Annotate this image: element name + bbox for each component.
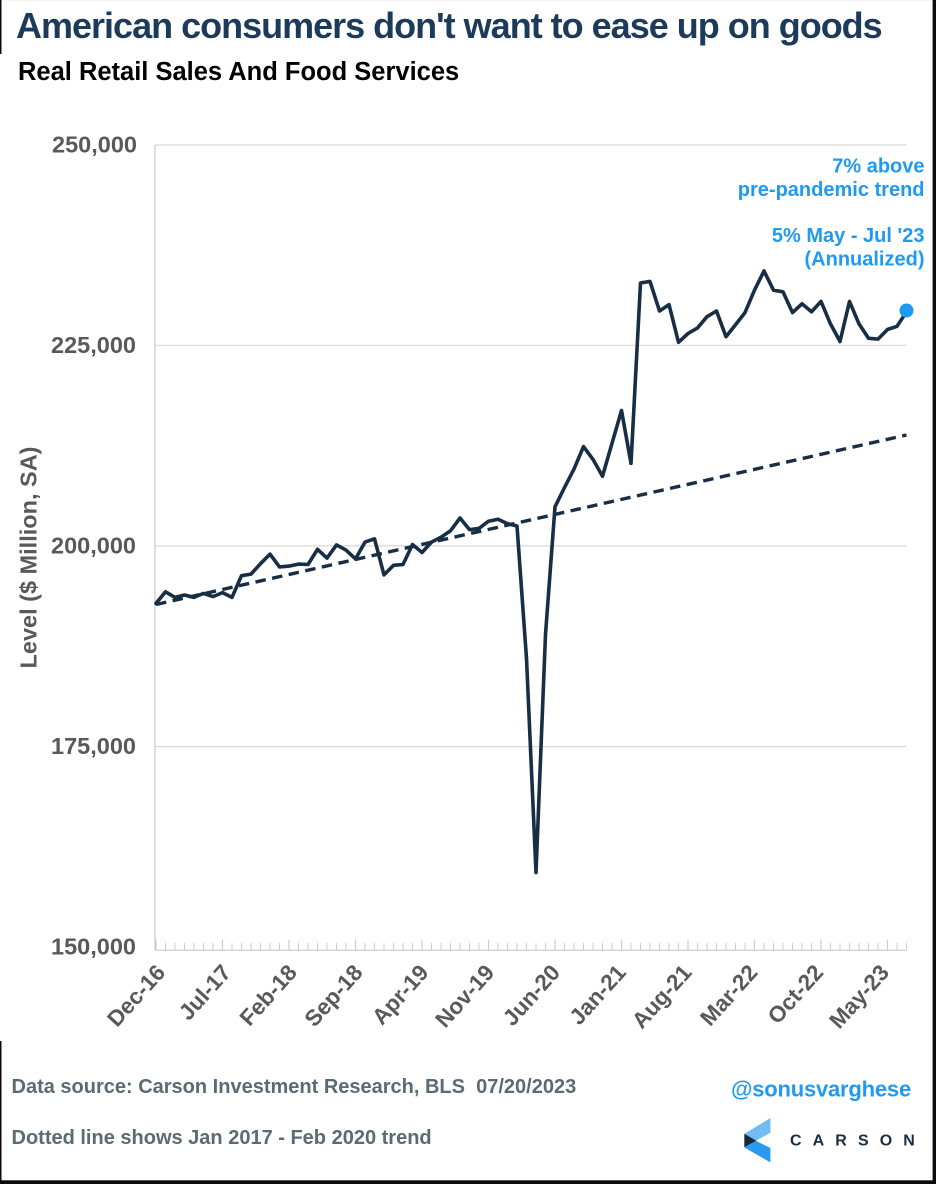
svg-text:@sonusvarghese: @sonusvarghese xyxy=(731,1077,911,1102)
svg-text:5% May - Jul '23: 5% May - Jul '23 xyxy=(772,225,925,247)
svg-text:CARSON: CARSON xyxy=(790,1133,926,1150)
svg-text:Dotted line shows Jan 2017 - F: Dotted line shows Jan 2017 - Feb 2020 tr… xyxy=(12,1127,432,1149)
svg-text:7% above: 7% above xyxy=(832,156,924,178)
svg-text:200,000: 200,000 xyxy=(51,532,136,558)
svg-text:Data source: Carson Investment: Data source: Carson Investment Research,… xyxy=(12,1076,577,1098)
svg-text:175,000: 175,000 xyxy=(51,733,136,759)
svg-text:250,000: 250,000 xyxy=(52,132,137,158)
svg-text:150,000: 150,000 xyxy=(51,934,136,960)
svg-text:Real Retail Sales And Food Ser: Real Retail Sales And Food Services xyxy=(18,58,459,86)
svg-text:American consumers don't want: American consumers don't want to ease up… xyxy=(16,5,882,46)
svg-text:Level ($ Million, SA): Level ($ Million, SA) xyxy=(16,447,42,669)
svg-text:pre-pandemic trend: pre-pandemic trend xyxy=(738,179,925,201)
svg-text:225,000: 225,000 xyxy=(51,332,136,358)
svg-text:(Annualized): (Annualized) xyxy=(805,249,925,271)
